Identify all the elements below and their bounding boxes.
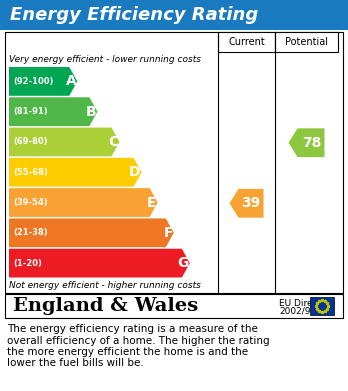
Bar bbox=[0, 0, 348, 30]
Text: B: B bbox=[86, 105, 96, 119]
Bar bbox=[275, 32, 338, 52]
Polygon shape bbox=[9, 219, 174, 247]
Text: 2002/91/EC: 2002/91/EC bbox=[279, 307, 331, 316]
Polygon shape bbox=[288, 128, 324, 157]
Text: G: G bbox=[177, 256, 189, 270]
Text: (21-38): (21-38) bbox=[13, 228, 48, 237]
Text: (1-20): (1-20) bbox=[13, 258, 42, 267]
Text: The energy efficiency rating is a measure of the: The energy efficiency rating is a measur… bbox=[7, 324, 258, 334]
Text: Potential: Potential bbox=[285, 37, 328, 47]
Text: EU Directive: EU Directive bbox=[279, 299, 335, 308]
Polygon shape bbox=[9, 249, 190, 278]
Bar bbox=[218, 32, 275, 52]
Bar bbox=[5, 32, 343, 293]
Bar bbox=[5, 294, 343, 318]
Bar bbox=[310, 297, 334, 315]
Polygon shape bbox=[9, 158, 142, 187]
Text: the more energy efficient the home is and the: the more energy efficient the home is an… bbox=[7, 347, 248, 357]
Text: (92-100): (92-100) bbox=[13, 77, 53, 86]
Polygon shape bbox=[9, 188, 158, 217]
Text: England & Wales: England & Wales bbox=[13, 297, 198, 315]
Polygon shape bbox=[9, 127, 119, 156]
Text: Very energy efficient - lower running costs: Very energy efficient - lower running co… bbox=[9, 54, 201, 63]
Text: (39-54): (39-54) bbox=[13, 198, 48, 207]
Text: overall efficiency of a home. The higher the rating: overall efficiency of a home. The higher… bbox=[7, 335, 270, 346]
Text: A: A bbox=[65, 74, 76, 88]
Polygon shape bbox=[9, 67, 77, 96]
Text: (69-80): (69-80) bbox=[13, 138, 47, 147]
Polygon shape bbox=[9, 97, 97, 126]
Text: (55-68): (55-68) bbox=[13, 168, 48, 177]
Text: C: C bbox=[108, 135, 119, 149]
Text: Energy Efficiency Rating: Energy Efficiency Rating bbox=[10, 6, 258, 24]
Text: E: E bbox=[147, 196, 157, 210]
Text: lower the fuel bills will be.: lower the fuel bills will be. bbox=[7, 359, 144, 368]
Text: 78: 78 bbox=[302, 136, 322, 150]
Text: (81-91): (81-91) bbox=[13, 107, 48, 116]
Text: F: F bbox=[163, 226, 173, 240]
Text: Not energy efficient - higher running costs: Not energy efficient - higher running co… bbox=[9, 282, 201, 291]
Text: Current: Current bbox=[228, 37, 265, 47]
Polygon shape bbox=[229, 189, 263, 218]
Text: D: D bbox=[129, 165, 141, 179]
Text: 39: 39 bbox=[241, 196, 261, 210]
